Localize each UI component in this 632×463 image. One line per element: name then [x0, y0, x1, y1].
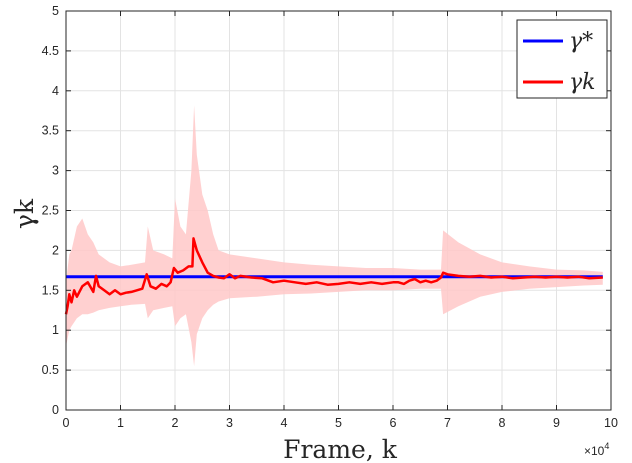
y-tick-label: 2.5	[42, 204, 59, 218]
confidence-band	[66, 105, 603, 367]
y-tick-label: 1.5	[42, 283, 59, 297]
series-line-gamma-k	[64, 237, 603, 315]
y-tick-label: 4	[52, 84, 59, 98]
y-tick-label: 0	[52, 403, 59, 417]
band-area	[66, 105, 603, 367]
x-tick-label: 1	[117, 416, 124, 430]
x-tick-label: 0	[63, 416, 70, 430]
x-tick-label: 5	[335, 416, 342, 430]
x-tick-label: 10	[604, 416, 618, 430]
legend-label-gamma-k: γk	[569, 70, 595, 95]
x-tick-label: 9	[553, 416, 560, 430]
y-tick-label: 3.5	[42, 124, 59, 138]
y-tick-label: 5	[52, 4, 59, 18]
x-tick-label: 7	[444, 416, 451, 430]
x-tick-label: 8	[499, 416, 506, 430]
x-multiplier: ×104	[584, 441, 609, 458]
y-tick-labels: 0 0.5 1 1.5 2 2.5 3 3.5 4 4.5 5	[42, 4, 59, 417]
x-tick-label: 6	[390, 416, 397, 430]
legend-box	[516, 19, 608, 99]
x-tick-label: 4	[281, 416, 288, 430]
legend: γ* γk	[516, 19, 608, 99]
legend-label-gamma-star: γ*	[569, 29, 593, 54]
y-tick-label: 2	[52, 243, 59, 257]
x-axis-label: Frame, k	[283, 435, 398, 463]
x-tick-label: 2	[172, 416, 179, 430]
y-tick-label: 1	[52, 323, 59, 337]
x-tick-labels: 0 1 2 3 4 5 6 7 8 9 10	[63, 416, 618, 430]
x-tick-label: 3	[226, 416, 233, 430]
y-axis-label: γk	[10, 198, 39, 229]
y-tick-label: 0.5	[42, 363, 59, 377]
series-lines	[64, 237, 603, 315]
y-tick-label: 3	[52, 164, 59, 178]
axis-ticks	[65, 10, 612, 411]
y-tick-label: 4.5	[42, 44, 59, 58]
